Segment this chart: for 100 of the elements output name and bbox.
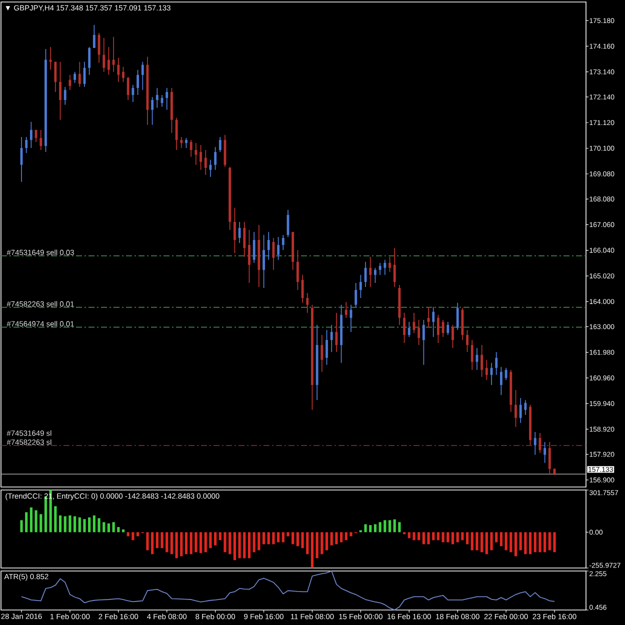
candlestick <box>534 432 536 456</box>
candlestick <box>354 282 358 308</box>
bar <box>58 515 62 532</box>
bar <box>456 532 459 542</box>
bar <box>442 532 444 542</box>
candlestick <box>88 46 91 76</box>
bar <box>528 532 532 554</box>
bar <box>330 532 333 546</box>
bar <box>495 532 498 542</box>
candlestick <box>330 324 333 353</box>
bar <box>510 532 512 552</box>
bar <box>20 520 23 532</box>
bar <box>248 532 251 558</box>
bar <box>398 522 401 532</box>
bar <box>146 532 149 550</box>
bar <box>418 532 420 540</box>
bar <box>306 532 309 554</box>
candlestick <box>122 66 124 82</box>
candlestick <box>156 87 158 108</box>
candlestick <box>49 46 52 70</box>
candlestick <box>214 146 217 170</box>
candlestick <box>180 136 183 148</box>
candlestick <box>422 319 425 366</box>
bar <box>218 532 222 540</box>
bar <box>548 532 551 550</box>
bar <box>490 532 493 550</box>
candlestick <box>320 334 324 372</box>
bar <box>384 520 386 532</box>
candlestick <box>374 267 376 284</box>
candlestick <box>238 221 241 244</box>
bar <box>117 527 120 532</box>
bar <box>228 532 232 554</box>
candlestick <box>141 61 144 90</box>
bar <box>422 532 425 544</box>
bar <box>553 532 556 552</box>
bar <box>524 532 527 554</box>
bar <box>470 532 474 550</box>
bar <box>180 532 183 556</box>
bar <box>504 532 508 550</box>
candlestick <box>446 321 450 336</box>
bar <box>436 532 440 540</box>
bar <box>151 532 154 554</box>
bar <box>369 525 372 532</box>
bar <box>126 532 130 536</box>
candlestick <box>112 36 115 72</box>
bar <box>446 532 450 542</box>
bar <box>296 532 299 546</box>
candlestick <box>393 248 396 288</box>
candlestick <box>403 312 406 344</box>
bar <box>534 532 536 552</box>
bar <box>500 532 502 546</box>
bar <box>310 532 314 568</box>
bar <box>282 532 284 542</box>
bar <box>64 516 66 532</box>
candlestick <box>418 319 420 346</box>
candlestick <box>218 136 222 152</box>
bar <box>286 532 290 536</box>
bar <box>92 515 96 532</box>
bar <box>54 506 57 532</box>
candlestick <box>194 142 198 166</box>
candlestick <box>408 321 410 338</box>
bar <box>320 532 324 554</box>
candlestick <box>40 129 42 150</box>
bar <box>519 532 522 550</box>
candlestick <box>25 136 28 154</box>
bar <box>88 517 91 532</box>
bar <box>224 532 226 552</box>
candlestick <box>437 314 440 344</box>
bar <box>258 532 260 550</box>
bar <box>272 532 275 544</box>
bar <box>214 532 217 546</box>
bar <box>78 517 81 532</box>
candlestick <box>524 400 527 416</box>
candlestick <box>175 117 178 150</box>
candlestick <box>277 236 280 260</box>
candlestick <box>326 329 328 366</box>
bar <box>74 516 76 532</box>
bar <box>30 507 32 532</box>
candlestick <box>252 231 256 264</box>
candlestick <box>185 138 188 148</box>
candlestick <box>485 359 488 380</box>
candlestick <box>200 144 202 170</box>
candlestick <box>378 262 382 276</box>
candlestick <box>108 46 110 76</box>
bar <box>350 532 352 536</box>
bar <box>107 523 110 532</box>
bar <box>335 532 338 544</box>
bar <box>344 532 348 540</box>
bar <box>194 532 198 552</box>
bar <box>252 532 256 552</box>
bar <box>132 532 134 540</box>
bar <box>480 532 484 552</box>
bar <box>166 532 168 552</box>
bar <box>514 532 518 556</box>
bar <box>262 532 266 544</box>
bar <box>461 532 464 540</box>
bar <box>267 532 270 544</box>
candlestick <box>282 234 284 250</box>
bar <box>301 532 304 548</box>
bar <box>184 532 188 554</box>
